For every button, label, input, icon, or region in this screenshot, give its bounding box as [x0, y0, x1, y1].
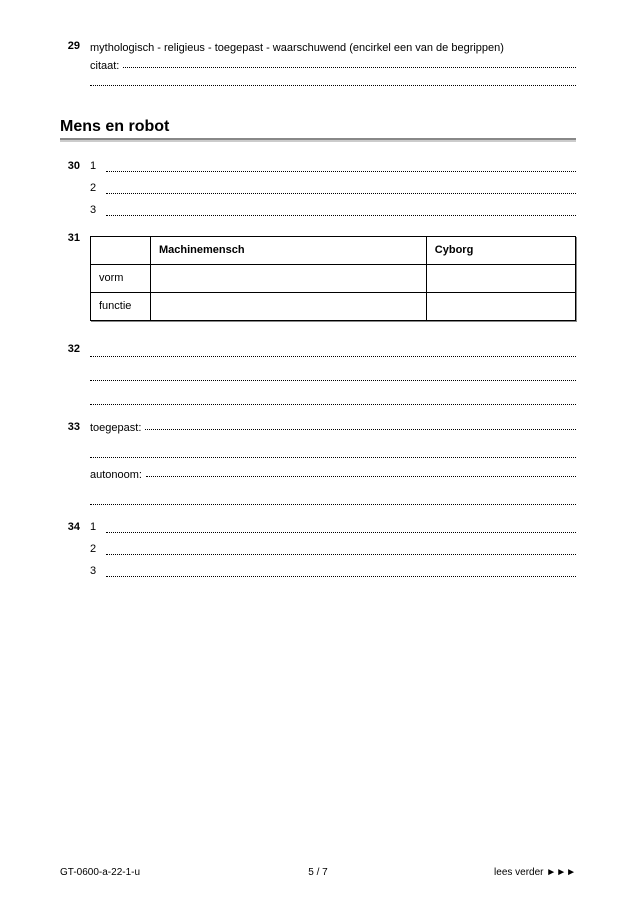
question-30: 30 1 2 3 — [60, 160, 576, 226]
answer-line[interactable] — [106, 160, 576, 172]
row-label: functie — [91, 292, 151, 320]
page-footer: GT-0600-a-22-1-u 5 / 7 lees verder ►►► — [60, 867, 576, 878]
q33-row2: autonoom: — [90, 468, 576, 481]
answer-line[interactable] — [146, 467, 576, 477]
item-num: 3 — [90, 565, 106, 577]
item-num: 2 — [90, 543, 106, 555]
q32-number: 32 — [60, 343, 90, 415]
footer-page: 5 / 7 — [308, 867, 327, 878]
list-item: 2 — [90, 543, 576, 555]
q29-body: mythologisch - religieus - toegepast - w… — [90, 40, 576, 96]
q34-body: 1 2 3 — [90, 521, 576, 587]
answer-line[interactable] — [106, 182, 576, 194]
answer-line[interactable] — [123, 58, 576, 68]
q33-label2: autonoom: — [90, 469, 142, 481]
table-header: Cyborg — [426, 236, 575, 264]
q29-label: citaat: — [90, 60, 119, 72]
answer-line[interactable] — [90, 367, 576, 381]
table-row: functie — [91, 292, 576, 320]
list-item: 2 — [90, 182, 576, 194]
item-num: 1 — [90, 160, 106, 172]
table-cell[interactable] — [426, 292, 575, 320]
q34-number: 34 — [60, 521, 90, 587]
q29-prompt: mythologisch - religieus - toegepast - w… — [90, 40, 576, 57]
q31-number: 31 — [60, 232, 90, 327]
footer-right: lees verder ►►► — [494, 867, 576, 878]
footer-left: GT-0600-a-22-1-u — [60, 867, 140, 878]
table-cell[interactable] — [151, 292, 427, 320]
worksheet-content: 29 mythologisch - religieus - toegepast … — [60, 40, 576, 587]
item-num: 2 — [90, 182, 106, 194]
comparison-table: Machinemensch Cyborg vorm functie — [90, 236, 576, 321]
answer-line[interactable] — [90, 391, 576, 405]
table-row: vorm — [91, 264, 576, 292]
answer-line[interactable] — [90, 444, 576, 458]
answer-line[interactable] — [106, 543, 576, 555]
table-header: Machinemensch — [151, 236, 427, 264]
list-item: 3 — [90, 204, 576, 216]
question-34: 34 1 2 3 — [60, 521, 576, 587]
q33-row1: toegepast: — [90, 421, 576, 434]
section-rule — [60, 138, 576, 142]
q33-number: 33 — [60, 421, 90, 515]
answer-line[interactable] — [106, 204, 576, 216]
q29-number: 29 — [60, 40, 90, 96]
answer-line[interactable] — [90, 72, 576, 86]
answer-line[interactable] — [90, 491, 576, 505]
answer-line[interactable] — [90, 343, 576, 357]
q30-body: 1 2 3 — [90, 160, 576, 226]
table-cell[interactable] — [426, 264, 575, 292]
list-item: 1 — [90, 521, 576, 533]
list-item: 1 — [90, 160, 576, 172]
q33-body: toegepast: autonoom: — [90, 421, 576, 515]
item-num: 1 — [90, 521, 106, 533]
table-header — [91, 236, 151, 264]
list-item: 3 — [90, 565, 576, 577]
answer-line[interactable] — [106, 521, 576, 533]
question-29: 29 mythologisch - religieus - toegepast … — [60, 40, 576, 96]
q31-body: Machinemensch Cyborg vorm functie — [90, 232, 576, 327]
answer-line[interactable] — [145, 420, 576, 430]
q33-label1: toegepast: — [90, 422, 141, 434]
table-cell[interactable] — [151, 264, 427, 292]
q30-number: 30 — [60, 160, 90, 226]
section-title: Mens en robot — [60, 118, 576, 136]
q32-body — [90, 343, 576, 415]
answer-line[interactable] — [106, 565, 576, 577]
question-31: 31 Machinemensch Cyborg vorm functie — [60, 232, 576, 327]
row-label: vorm — [91, 264, 151, 292]
question-33: 33 toegepast: autonoom: — [60, 421, 576, 515]
table-row: Machinemensch Cyborg — [91, 236, 576, 264]
q29-answer-row: citaat: — [90, 59, 576, 72]
question-32: 32 — [60, 343, 576, 415]
item-num: 3 — [90, 204, 106, 216]
